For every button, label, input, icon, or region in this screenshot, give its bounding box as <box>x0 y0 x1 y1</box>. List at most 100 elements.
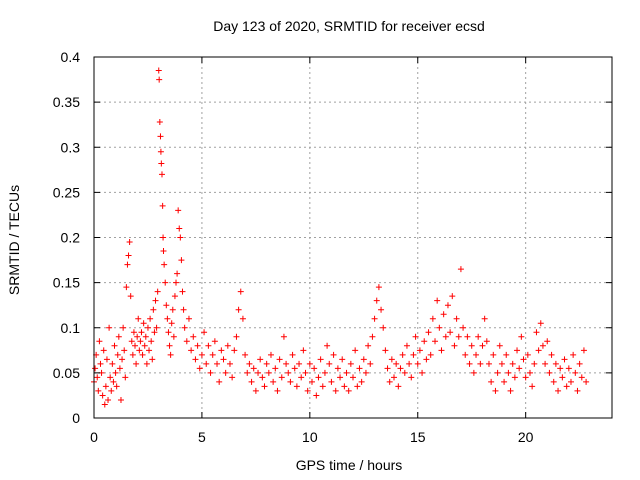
data-point <box>408 374 415 381</box>
data-point <box>119 356 126 363</box>
data-point <box>406 360 413 367</box>
data-point <box>143 360 150 367</box>
data-point <box>580 347 587 354</box>
data-point <box>115 333 122 340</box>
data-point <box>339 356 346 363</box>
data-point <box>559 374 566 381</box>
data-point <box>160 248 167 255</box>
data-point <box>129 351 136 358</box>
data-point <box>511 374 518 381</box>
data-point <box>171 293 178 300</box>
data-point <box>100 347 107 354</box>
data-point <box>113 383 120 390</box>
data-point <box>233 333 240 340</box>
data-point <box>546 369 553 376</box>
data-point <box>548 351 555 358</box>
data-point <box>291 365 298 372</box>
data-point <box>410 351 417 358</box>
data-point <box>156 118 163 125</box>
data-point <box>220 356 227 363</box>
data-point <box>149 356 156 363</box>
data-point <box>147 315 154 322</box>
data-point <box>360 356 367 363</box>
data-point <box>317 356 324 363</box>
data-point <box>347 360 354 367</box>
data-point <box>419 369 426 376</box>
data-point <box>250 365 257 372</box>
data-point <box>526 369 533 376</box>
y-tick-label: 0.05 <box>53 365 80 381</box>
data-point <box>576 360 583 367</box>
data-point <box>211 338 218 345</box>
data-point <box>148 338 155 345</box>
data-point <box>481 315 488 322</box>
data-point <box>572 369 579 376</box>
data-point <box>120 324 127 331</box>
data-point <box>485 360 492 367</box>
data-point <box>94 374 101 381</box>
y-axis-label: SRMTID / TECUs <box>6 185 22 295</box>
data-point <box>134 333 141 340</box>
data-point <box>128 338 135 345</box>
data-point <box>449 293 456 300</box>
data-point <box>112 369 119 376</box>
data-point <box>177 234 184 241</box>
x-tick-label: 10 <box>302 429 318 445</box>
data-point <box>434 297 441 304</box>
data-point <box>391 374 398 381</box>
data-point <box>315 374 322 381</box>
data-point <box>382 347 389 354</box>
data-point <box>332 387 339 394</box>
data-point <box>188 347 195 354</box>
data-point <box>168 320 175 327</box>
data-point <box>319 383 326 390</box>
data-point <box>516 365 523 372</box>
data-point <box>533 329 540 336</box>
data-point <box>278 374 285 381</box>
data-point <box>255 369 262 376</box>
data-point <box>567 378 574 385</box>
data-point <box>561 356 568 363</box>
data-point <box>457 266 464 273</box>
data-point <box>126 239 133 246</box>
data-point <box>425 329 432 336</box>
data-point <box>108 387 115 394</box>
data-point <box>205 342 212 349</box>
data-point <box>337 374 344 381</box>
data-point <box>388 356 395 363</box>
data-point <box>163 302 170 309</box>
data-point <box>473 351 480 358</box>
data-point <box>496 342 503 349</box>
data-point <box>531 360 538 367</box>
data-point <box>378 306 385 313</box>
data-point <box>111 342 118 349</box>
data-point <box>563 383 570 390</box>
data-point <box>365 342 372 349</box>
data-point <box>106 324 113 331</box>
data-point <box>125 252 132 259</box>
data-point <box>464 333 471 340</box>
data-point <box>158 171 165 178</box>
data-point <box>194 342 201 349</box>
data-point <box>514 347 521 354</box>
data-point <box>117 396 124 403</box>
data-point <box>274 387 281 394</box>
data-point <box>161 261 168 268</box>
x-tick-label: 20 <box>518 429 534 445</box>
data-point <box>539 342 546 349</box>
data-point <box>403 342 410 349</box>
data-point <box>520 356 527 363</box>
data-point <box>157 148 164 155</box>
data-point <box>542 360 549 367</box>
data-point <box>176 225 183 232</box>
data-point <box>244 369 251 376</box>
data-point <box>313 392 320 399</box>
data-point <box>144 324 151 331</box>
data-point <box>460 324 467 331</box>
y-tick-label: 0.3 <box>61 139 81 155</box>
data-point <box>121 347 128 354</box>
data-point <box>267 351 274 358</box>
data-point <box>229 374 236 381</box>
data-point <box>261 383 268 390</box>
y-tick-label: 0.2 <box>61 230 81 246</box>
